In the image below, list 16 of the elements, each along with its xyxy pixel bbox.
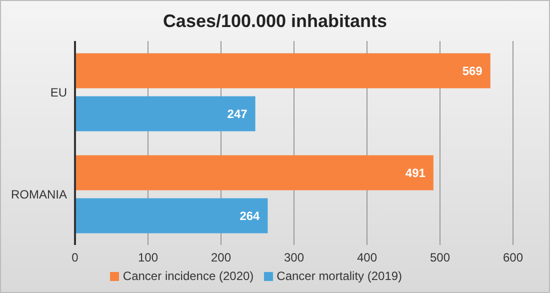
data-label: 247 <box>227 107 248 121</box>
x-tick-label: 200 <box>210 250 232 265</box>
chart-title: Cases/100.000 inhabitants <box>162 11 388 33</box>
legend-label: Cancer mortality (2019) <box>276 269 402 283</box>
y-tick-label: EU <box>50 85 67 100</box>
data-label: 491 <box>405 166 426 180</box>
x-tick-label: 500 <box>430 250 450 265</box>
data-label: 569 <box>462 64 483 78</box>
y-tick-label: ROMANIA <box>10 187 67 202</box>
x-tick-label: 100 <box>138 250 158 265</box>
x-tick-label: 0 <box>72 250 79 265</box>
x-tick-label: 300 <box>284 250 304 265</box>
legend-label: Cancer incidence (2020) <box>122 269 254 283</box>
x-tick-label: 600 <box>502 250 524 265</box>
data-label: 264 <box>240 209 260 223</box>
x-tick-label: 400 <box>356 250 378 265</box>
